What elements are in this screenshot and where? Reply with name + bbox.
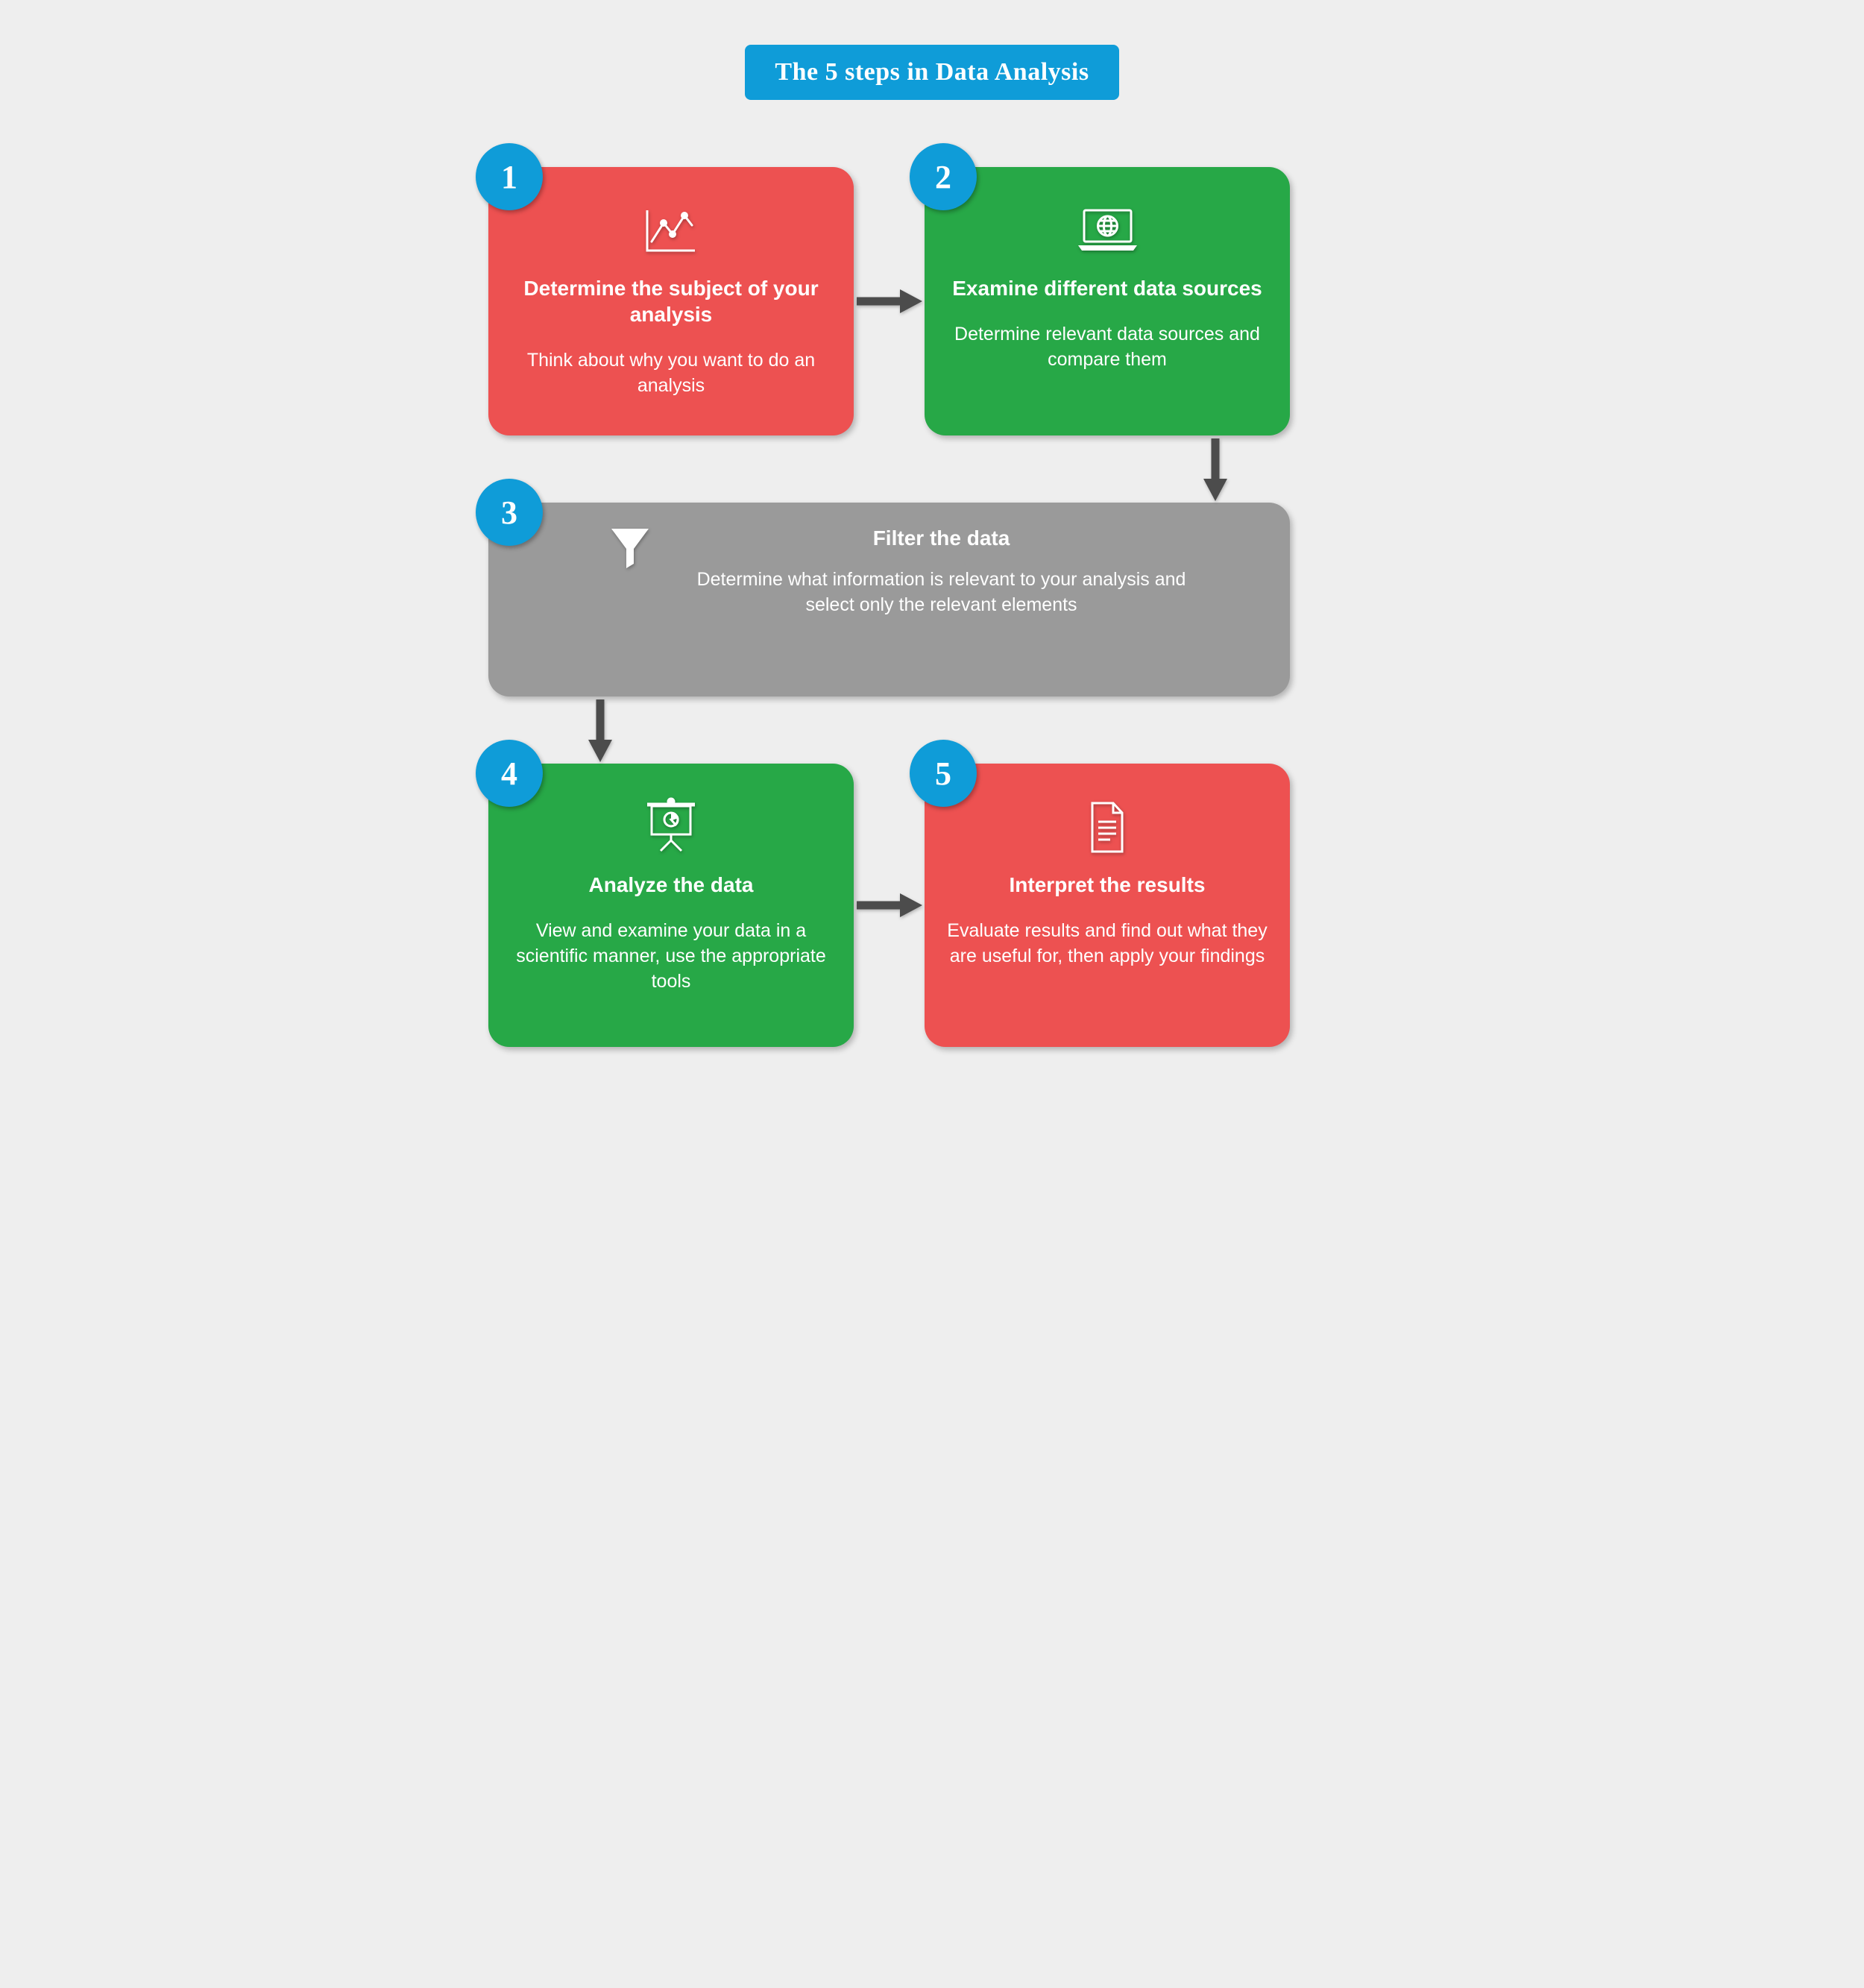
step-card-5: Interpret the results Evaluate results a… xyxy=(925,764,1290,1047)
step-heading: Interpret the results xyxy=(947,872,1268,898)
step-badge-3: 3 xyxy=(476,479,543,546)
step-body: Think about why you want to do an analys… xyxy=(511,348,831,399)
step-badge-4: 4 xyxy=(476,740,543,807)
laptop-globe-icon xyxy=(947,201,1268,260)
title-wrap: The 5 steps in Data Analysis xyxy=(455,45,1409,152)
step-badge-2: 2 xyxy=(910,143,977,210)
step-card-1: Determine the subject of your analysis T… xyxy=(488,167,854,435)
flow-grid: 1 2 3 4 5 Determine the subject of your … xyxy=(455,152,1409,1047)
step-body: Determine relevant data sources and comp… xyxy=(947,322,1268,373)
step-card-4: Analyze the data View and examine your d… xyxy=(488,764,854,1047)
step-heading: Determine the subject of your analysis xyxy=(511,275,831,327)
arrow-1-to-2 xyxy=(855,286,924,320)
step-card-3: Filter the data Determine what informati… xyxy=(488,503,1290,696)
step-heading: Analyze the data xyxy=(511,872,831,898)
step-card-2: Examine different data sources Determine… xyxy=(925,167,1290,435)
line-chart-icon xyxy=(511,201,831,260)
arrow-4-to-5 xyxy=(855,890,924,924)
presentation-chart-icon xyxy=(511,797,831,857)
step-body: Evaluate results and find out what they … xyxy=(947,919,1268,969)
funnel-icon xyxy=(600,525,660,573)
step-heading: Filter the data xyxy=(690,525,1193,551)
infographic-container: The 5 steps in Data Analysis 1 2 3 4 5 D… xyxy=(455,45,1409,1047)
step-body: Determine what information is relevant t… xyxy=(690,567,1193,618)
page-title: The 5 steps in Data Analysis xyxy=(745,45,1118,100)
document-icon xyxy=(947,797,1268,857)
arrow-2-to-3 xyxy=(1200,437,1230,506)
arrow-3-to-4 xyxy=(585,698,615,767)
step-heading: Examine different data sources xyxy=(947,275,1268,301)
step-badge-5: 5 xyxy=(910,740,977,807)
step-body: View and examine your data in a scientif… xyxy=(511,919,831,994)
step-badge-1: 1 xyxy=(476,143,543,210)
